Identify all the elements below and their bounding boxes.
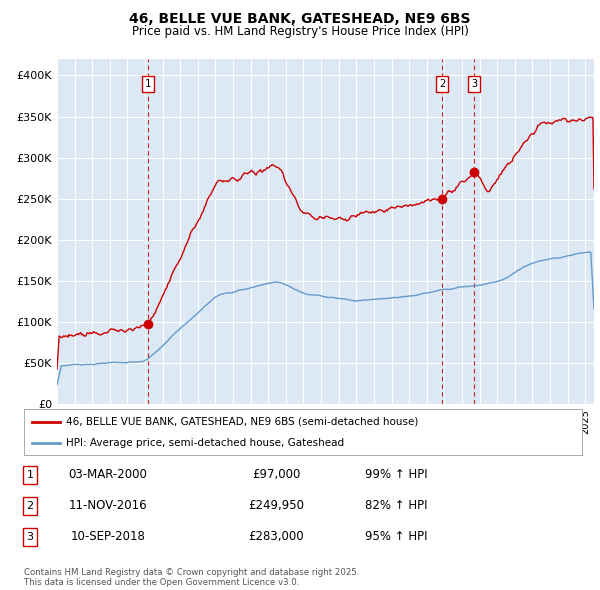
- Text: 11-NOV-2016: 11-NOV-2016: [68, 499, 148, 512]
- Text: 3: 3: [26, 532, 34, 542]
- Text: 2: 2: [26, 501, 34, 510]
- Text: 03-MAR-2000: 03-MAR-2000: [68, 468, 148, 481]
- Text: 46, BELLE VUE BANK, GATESHEAD, NE9 6BS (semi-detached house): 46, BELLE VUE BANK, GATESHEAD, NE9 6BS (…: [66, 417, 418, 427]
- Text: 46, BELLE VUE BANK, GATESHEAD, NE9 6BS: 46, BELLE VUE BANK, GATESHEAD, NE9 6BS: [129, 12, 471, 26]
- Text: 3: 3: [471, 78, 477, 88]
- Text: £97,000: £97,000: [252, 468, 300, 481]
- Text: 2: 2: [439, 78, 445, 88]
- Text: Price paid vs. HM Land Registry's House Price Index (HPI): Price paid vs. HM Land Registry's House …: [131, 25, 469, 38]
- Text: £249,950: £249,950: [248, 499, 304, 512]
- Text: HPI: Average price, semi-detached house, Gateshead: HPI: Average price, semi-detached house,…: [66, 438, 344, 448]
- Text: Contains HM Land Registry data © Crown copyright and database right 2025.
This d: Contains HM Land Registry data © Crown c…: [24, 568, 359, 587]
- Text: 82% ↑ HPI: 82% ↑ HPI: [365, 499, 427, 512]
- Text: 1: 1: [26, 470, 34, 480]
- Text: 1: 1: [145, 78, 151, 88]
- Text: 95% ↑ HPI: 95% ↑ HPI: [365, 530, 427, 543]
- Text: £283,000: £283,000: [248, 530, 304, 543]
- Text: 99% ↑ HPI: 99% ↑ HPI: [365, 468, 427, 481]
- Text: 10-SEP-2018: 10-SEP-2018: [71, 530, 145, 543]
